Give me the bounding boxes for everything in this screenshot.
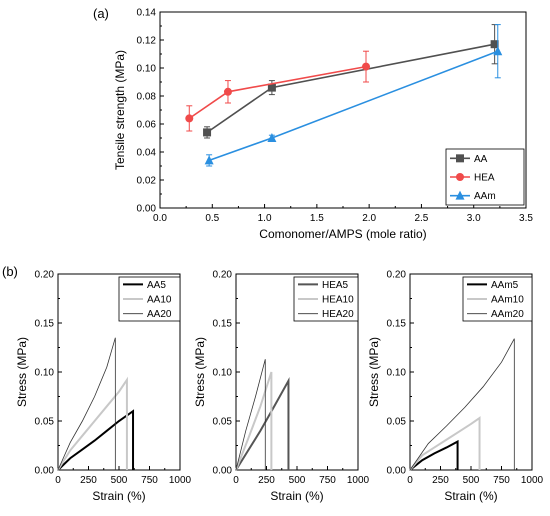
curve-hea5: [235, 376, 290, 471]
curve-aa5: [57, 409, 135, 471]
legend-marker: [455, 190, 465, 200]
y-tick-label: 0.20: [35, 270, 55, 281]
legend-label: HEA: [474, 173, 495, 184]
x-tick-label: 0: [407, 475, 413, 486]
y-tick-label: 0.12: [137, 36, 157, 47]
x-tick-label: 1.5: [310, 213, 324, 224]
y-tick-label: 0.15: [213, 319, 233, 330]
legend-label: AA10: [147, 295, 172, 306]
data-point-aa: [203, 128, 212, 137]
x-tick-label: 500: [463, 475, 480, 486]
x-axis-label: Strain (%): [270, 489, 323, 503]
data-point-hea: [185, 114, 194, 123]
x-tick-label: 500: [111, 475, 128, 486]
legend-label: HEA10: [322, 295, 354, 306]
panel-label: (b): [2, 264, 18, 279]
data-point-hea: [223, 87, 232, 96]
y-tick-label: 0.06: [137, 120, 157, 131]
legend-label: AAm: [474, 191, 496, 202]
data-point-aam: [493, 46, 503, 56]
y-axis-label: Stress (MPa): [15, 337, 29, 407]
curve-aam10: [409, 416, 481, 471]
y-tick-label: 0.15: [387, 319, 407, 330]
x-tick-label: 2.0: [362, 213, 376, 224]
y-tick-label: 0.00: [35, 466, 55, 477]
data-point-aam: [204, 155, 214, 165]
y-tick-label: 0.10: [137, 64, 157, 75]
data-point-aa: [490, 40, 499, 49]
x-tick-label: 0: [233, 475, 239, 486]
series-line-aam: [208, 50, 499, 162]
legend-marker: [456, 154, 464, 163]
y-tick-label: 0.00: [137, 204, 157, 215]
x-tick-label: 250: [432, 475, 449, 486]
x-tick-label: 750: [141, 475, 158, 486]
y-axis-label: Stress (MPa): [193, 337, 207, 407]
curve-hea10: [235, 371, 273, 471]
data-point-aa: [267, 83, 276, 92]
y-axis-label: Stress (MPa): [367, 337, 381, 407]
y-tick-label: 0.05: [213, 417, 233, 428]
y-tick-label: 0.02: [137, 176, 157, 187]
legend-label: HEA5: [322, 280, 349, 291]
x-tick-label: 1000: [169, 475, 192, 486]
x-tick-label: 1000: [521, 475, 544, 486]
legend-label: AA: [474, 154, 488, 165]
y-tick-label: 0.05: [35, 417, 55, 428]
x-tick-label: 0.5: [205, 213, 219, 224]
curve-hea20: [235, 359, 266, 471]
y-axis-label: Tensile strength (MPa): [113, 50, 127, 170]
y-tick-label: 0.05: [387, 417, 407, 428]
legend-label: AAm5: [491, 280, 519, 291]
y-tick-label: 0.00: [213, 466, 233, 477]
curve-aam20: [409, 338, 515, 471]
x-tick-label: 500: [289, 475, 306, 486]
y-tick-label: 0.08: [137, 92, 157, 103]
x-tick-label: 1.0: [258, 213, 272, 224]
x-axis-label: Comonomer/AMPS (mole ratio): [259, 227, 426, 241]
x-tick-label: 250: [80, 475, 97, 486]
data-point-aam: [267, 133, 277, 142]
legend-label: HEA20: [322, 309, 354, 320]
x-tick-label: 750: [493, 475, 510, 486]
y-tick-label: 0.10: [387, 368, 407, 379]
y-tick-label: 0.14: [137, 8, 157, 19]
panel-label: (a): [93, 6, 109, 21]
x-tick-label: 250: [258, 475, 275, 486]
y-tick-label: 0.10: [35, 368, 55, 379]
x-tick-label: 750: [319, 475, 336, 486]
legend-label: AA5: [147, 280, 166, 291]
x-tick-label: 3.5: [519, 213, 533, 224]
data-point-hea: [362, 62, 371, 71]
legend-label: AAm20: [491, 309, 524, 320]
y-tick-label: 0.00: [387, 466, 407, 477]
x-tick-label: 0: [55, 475, 61, 486]
x-tick-label: 3.0: [467, 213, 481, 224]
curve-aa10: [57, 376, 128, 471]
curve-aam5: [409, 439, 459, 471]
curve-aa20: [57, 337, 116, 471]
x-tick-label: 2.5: [414, 213, 428, 224]
x-axis-label: Strain (%): [92, 489, 145, 503]
x-axis-label: Strain (%): [444, 489, 497, 503]
y-tick-label: 0.20: [213, 270, 233, 281]
legend-label: AA20: [147, 309, 172, 320]
y-tick-label: 0.15: [35, 319, 55, 330]
x-tick-label: 0.0: [153, 213, 167, 224]
x-tick-label: 1000: [347, 475, 370, 486]
y-tick-label: 0.04: [137, 148, 157, 159]
legend-marker: [456, 173, 464, 181]
legend-label: AAm10: [491, 295, 524, 306]
y-tick-label: 0.10: [213, 368, 233, 379]
y-tick-label: 0.20: [387, 270, 407, 281]
